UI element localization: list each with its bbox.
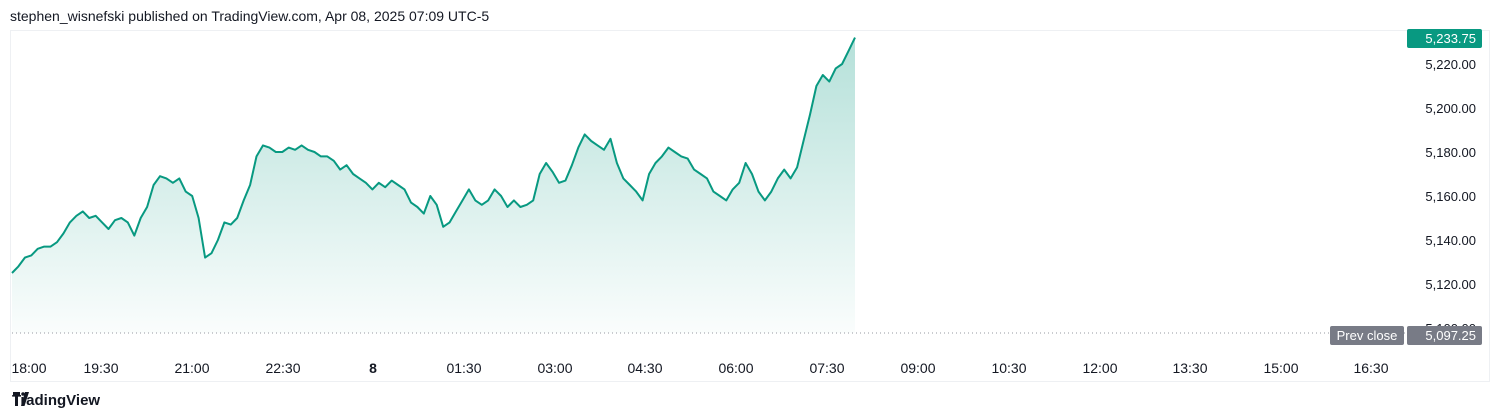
x-tick-label: 03:00: [537, 360, 572, 376]
x-tick-label: 01:30: [446, 360, 481, 376]
x-tick-label: 12:00: [1082, 360, 1117, 376]
chart-frame: [10, 30, 1490, 382]
x-tick-label: 8: [369, 360, 377, 376]
y-tick-label: 5,120.00: [1425, 277, 1476, 292]
y-tick-label: 5,220.00: [1425, 57, 1476, 72]
price-line: [11, 37, 856, 274]
x-tick-label: 06:00: [718, 360, 753, 376]
tradingview-logo-icon: [13, 392, 29, 406]
x-tick-label: 04:30: [627, 360, 662, 376]
x-tick-label: 21:00: [174, 360, 209, 376]
x-tick-label: 13:30: [1172, 360, 1207, 376]
x-tick-label: 09:00: [900, 360, 935, 376]
price-area: [12, 37, 855, 333]
x-tick-label: 18:00: [11, 360, 46, 376]
y-tick-label: 5,140.00: [1425, 233, 1476, 248]
publish-info: stephen_wisnefski published on TradingVi…: [10, 8, 490, 24]
brand-name: TradingView: [12, 392, 101, 409]
y-tick-label: 5,180.00: [1425, 145, 1476, 160]
x-tick-label: 15:00: [1263, 360, 1298, 376]
x-tick-label: 10:30: [991, 360, 1026, 376]
last-price-badge: [1407, 29, 1482, 48]
x-tick-label: 19:30: [83, 360, 118, 376]
x-tick-label: 16:30: [1353, 360, 1388, 376]
x-tick-label: 07:30: [809, 360, 844, 376]
prev-close-price-badge: [1407, 326, 1482, 345]
prev-close-tag-label: Prev close: [1337, 328, 1398, 343]
x-tick-label: 22:30: [265, 360, 300, 376]
y-tick-label: 5,160.00: [1425, 189, 1476, 204]
prev-close-price-label: 5,097.25: [1425, 328, 1476, 343]
last-price-label: 5,233.75: [1425, 31, 1476, 46]
footer: TradingView: [12, 392, 100, 409]
prev-close-tag: [1330, 326, 1404, 345]
y-tick-label: 5,200.00: [1425, 101, 1476, 116]
